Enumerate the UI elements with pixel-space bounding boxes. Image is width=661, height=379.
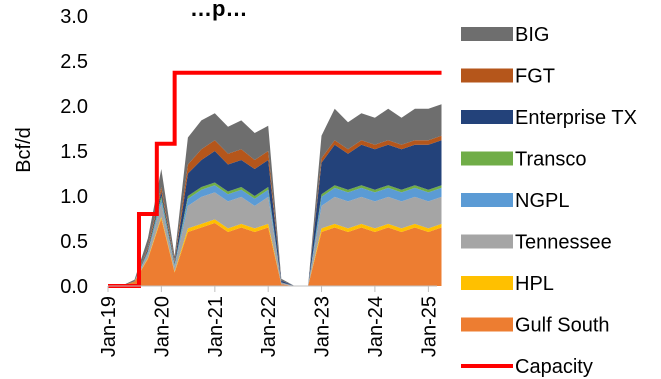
y-axis-title: Bcf/d (13, 127, 35, 173)
legend-swatch-transco (461, 151, 513, 166)
area-ngpl (108, 185, 442, 286)
legend-label-gulf-south: Gulf South (515, 315, 610, 337)
legend: BIG FGT Enterprise TX Transco NGPL Tennessee H… (461, 24, 637, 378)
legend-swatch-enterprise-tx (461, 110, 513, 124)
x-tick-label: Jan-23 (312, 296, 334, 357)
y-axis: 0.0 0.5 1.0 1.5 2.0 2.5 3.0 (60, 6, 88, 298)
area-big (108, 104, 442, 286)
y-tick-label: 3.0 (60, 6, 88, 28)
y-tick-label: 0.5 (60, 231, 88, 253)
legend-label-capacity: Capacity (515, 356, 593, 378)
legend-swatch-big (461, 27, 513, 41)
y-tick-label: 1.0 (60, 186, 88, 208)
legend-label-transco: Transco (515, 149, 587, 171)
y-tick-label: 1.5 (60, 141, 88, 163)
chart-title: …p… (190, 0, 247, 21)
y-tick-label: 2.5 (60, 51, 88, 73)
x-tick-label: Jan-22 (258, 296, 280, 357)
area-gulf-south (108, 218, 442, 286)
x-tick-label: Jan-25 (418, 296, 440, 357)
x-tick-label: Jan-21 (205, 296, 227, 357)
legend-label-fgt: FGT (515, 66, 555, 88)
legend-label-enterprise-tx: Enterprise TX (515, 107, 637, 129)
legend-label-ngpl: NGPL (515, 190, 569, 212)
legend-swatch-ngpl (461, 193, 513, 207)
x-tick-label: Jan-19 (98, 296, 120, 357)
y-tick-label: 2.0 (60, 96, 88, 118)
x-tick-label: Jan-24 (365, 296, 387, 357)
x-tick-label: Jan-20 (151, 296, 173, 357)
y-tick-label: 0.0 (60, 276, 88, 298)
capacity-line (108, 70, 442, 288)
plot-area (108, 70, 442, 288)
area-tennessee (108, 192, 442, 286)
legend-label-tennessee: Tennessee (515, 232, 612, 254)
legend-label-big: BIG (515, 24, 549, 46)
area-enterprise-tx (108, 140, 442, 286)
x-axis: Jan-19 Jan-20 Jan-21 Jan-22 Jan-23 Jan-24 Jan-… (98, 285, 440, 357)
legend-label-hpl: HPL (515, 273, 554, 295)
legend-swatch-hpl (461, 276, 513, 290)
legend-swatch-gulf-south (461, 317, 513, 332)
legend-swatch-fgt (461, 68, 513, 83)
legend-swatch-tennessee (461, 234, 513, 249)
